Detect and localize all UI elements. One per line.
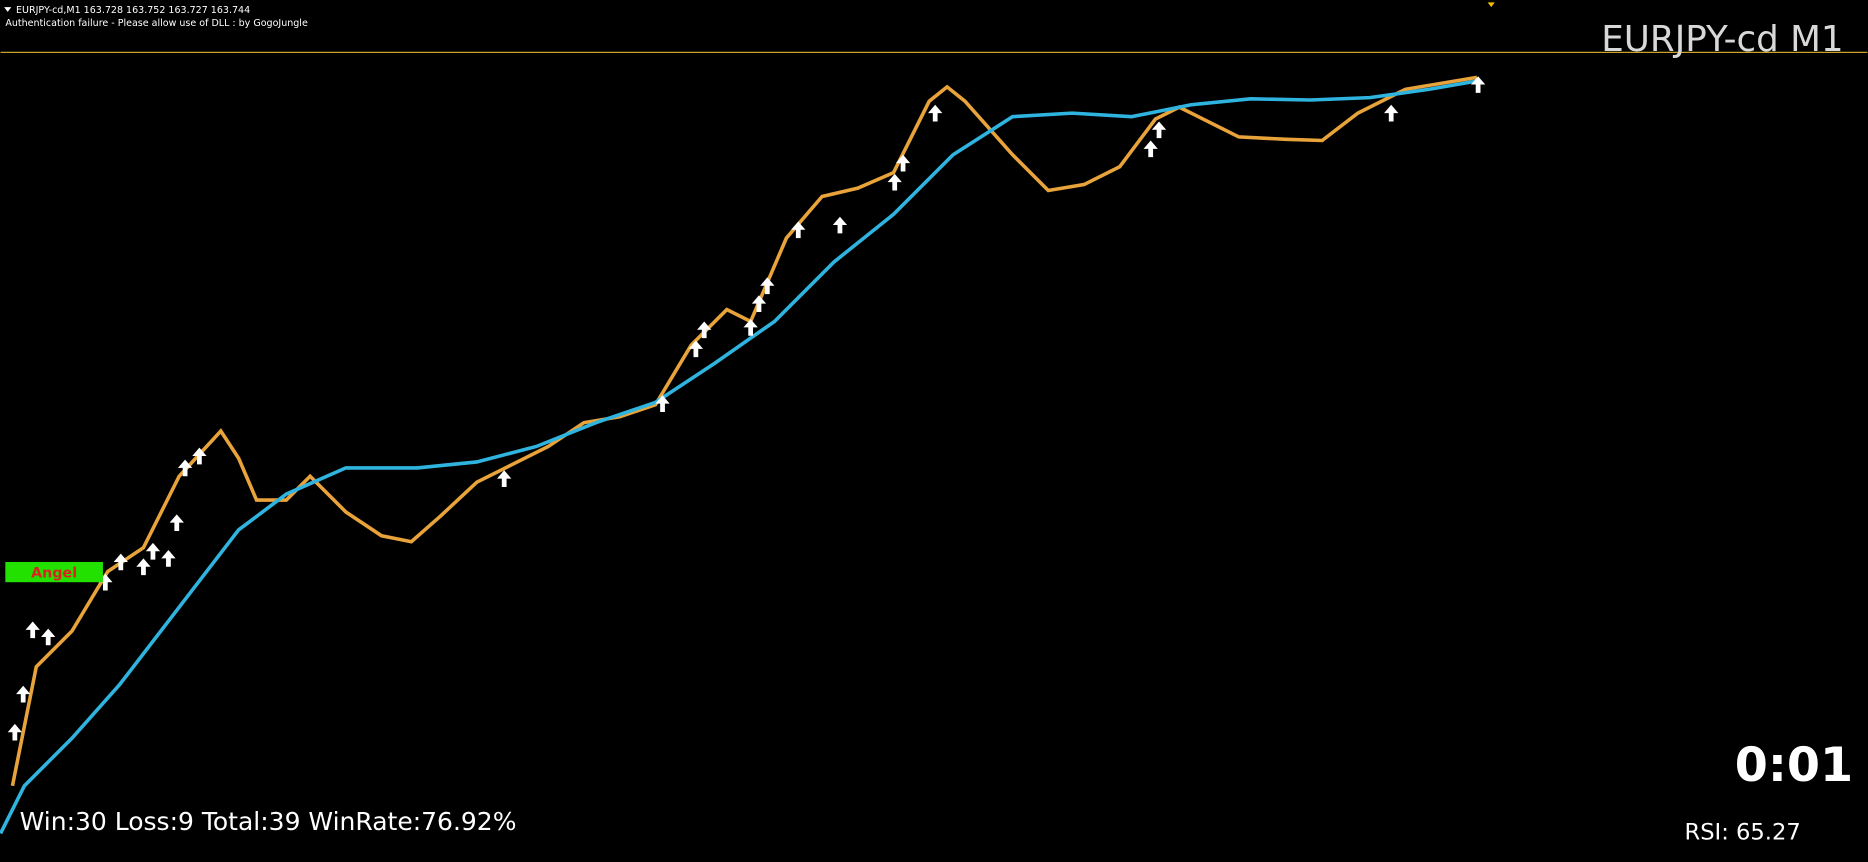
arrow <box>688 340 704 358</box>
arrow <box>743 319 758 336</box>
arrow <box>1470 76 1486 93</box>
arrow <box>791 221 806 239</box>
arrow <box>760 277 775 295</box>
badge-label: Angel <box>31 565 77 581</box>
arrow <box>1384 104 1399 122</box>
timer: 0:01 <box>1735 738 1853 793</box>
arrow <box>161 550 176 567</box>
price-marker <box>1487 2 1495 8</box>
rsi: RSI: 65.27 <box>1684 819 1800 845</box>
arrow <box>928 104 943 122</box>
arrow <box>16 685 31 703</box>
arrow <box>1151 121 1167 139</box>
chart-label: EURJPY-cd M1 <box>1601 19 1843 60</box>
arrow <box>895 154 911 172</box>
arrow <box>25 621 40 639</box>
arrow <box>7 723 22 741</box>
arrow <box>41 628 56 646</box>
arrow <box>751 295 767 312</box>
arrow <box>832 216 848 234</box>
arrow <box>1143 140 1158 158</box>
badge-box <box>5 561 103 583</box>
arrow <box>192 447 207 465</box>
auth-message: Authentication failure - Please allow us… <box>5 18 308 29</box>
slow-ma <box>0 79 1478 835</box>
menu-arrow <box>4 7 12 12</box>
stats: Win:30 Loss:9 Total:39 WinRate:76.92% <box>20 807 517 836</box>
arrow <box>177 459 193 477</box>
arrow <box>887 173 902 191</box>
symbol-line: EURJPY-cd,M1 163.728 163.752 163.727 163… <box>16 5 250 16</box>
arrow <box>113 553 128 571</box>
arrow <box>655 395 670 412</box>
arrow <box>697 321 712 339</box>
